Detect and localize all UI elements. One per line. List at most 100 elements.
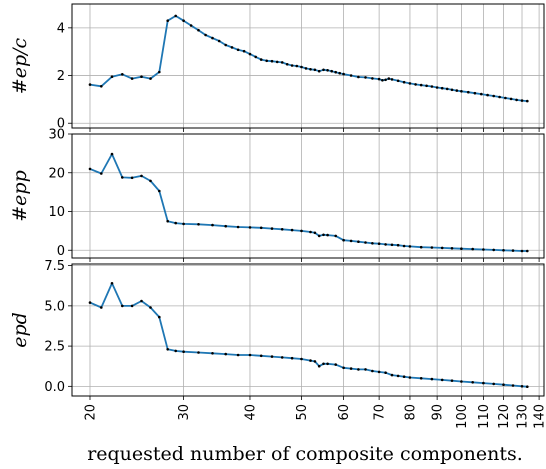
data-point — [414, 83, 417, 86]
data-point — [357, 75, 360, 79]
data-point — [455, 89, 459, 92]
data-point — [349, 74, 353, 77]
data-point — [174, 14, 177, 18]
data-point — [290, 64, 294, 67]
chart-panels: 0 2 4 #ep/c 0 10 20 30 #epp 0.0 2.5 5.0 7.5 epd 20 30 40… — [9, 3, 546, 429]
y-tick-label: 0.0 — [44, 380, 65, 395]
y-tick-label: 0 — [57, 244, 65, 259]
data-point — [140, 299, 143, 303]
data-point — [511, 384, 515, 387]
data-point — [396, 243, 400, 247]
panel-frame — [71, 263, 545, 397]
data-point — [300, 357, 303, 361]
data-point — [357, 240, 360, 243]
data-point — [259, 58, 263, 61]
data-point — [492, 94, 496, 98]
data-point — [204, 33, 207, 37]
data-point — [402, 244, 406, 248]
data-point — [211, 223, 214, 227]
y-tick-label: 30 — [48, 128, 65, 143]
data-point — [482, 248, 485, 251]
data-point — [502, 249, 505, 252]
x-tick-label: 70 — [373, 404, 388, 421]
data-point — [100, 306, 103, 309]
data-point — [486, 93, 489, 97]
data-point — [304, 67, 308, 70]
data-point — [197, 351, 200, 354]
data-point — [166, 19, 169, 23]
data-point — [224, 224, 227, 228]
data-point — [450, 247, 454, 250]
data-point — [526, 249, 529, 253]
data-point — [364, 76, 367, 79]
data-point — [88, 301, 92, 304]
data-point — [450, 379, 454, 383]
data-point — [440, 246, 444, 250]
data-point — [158, 189, 161, 193]
data-point — [460, 247, 463, 250]
data-point — [140, 75, 143, 78]
data-point — [515, 98, 518, 102]
data-point — [460, 90, 463, 93]
data-point — [387, 77, 391, 80]
data-point — [224, 352, 227, 356]
data-point — [338, 71, 342, 75]
data-point — [313, 68, 317, 72]
data-point — [275, 60, 279, 64]
x-tick-label: 120 — [497, 404, 512, 429]
y-tick-label: 10 — [48, 205, 65, 220]
y-tick-label: 0 — [57, 117, 65, 132]
data-point — [285, 63, 289, 66]
data-point — [197, 28, 200, 32]
data-point — [130, 77, 134, 80]
data-point — [290, 228, 294, 232]
x-tick-label: 40 — [243, 404, 258, 421]
data-point — [471, 381, 475, 384]
data-point — [130, 304, 134, 308]
x-tick-label: 130 — [516, 404, 531, 429]
data-point — [217, 39, 221, 43]
y-tick-label: 2.5 — [44, 340, 65, 355]
y-tick-label: 5.0 — [44, 299, 65, 314]
data-point — [110, 152, 114, 156]
data-point — [526, 99, 529, 103]
data-point — [149, 306, 152, 309]
data-point — [390, 78, 394, 81]
data-point — [230, 46, 234, 49]
data-point — [322, 362, 325, 366]
data-point — [440, 378, 444, 382]
data-point — [492, 248, 496, 252]
data-point — [364, 368, 367, 371]
data-point — [254, 55, 257, 59]
data-point — [334, 363, 338, 366]
data-point — [280, 356, 284, 359]
data-point — [88, 167, 92, 171]
data-point — [121, 304, 124, 308]
data-point — [309, 68, 312, 71]
data-point — [334, 70, 338, 74]
panel-frame — [71, 3, 545, 129]
data-point — [236, 225, 240, 229]
data-point — [259, 226, 263, 230]
data-point — [270, 355, 274, 358]
data-point — [511, 249, 515, 252]
data-point — [408, 245, 412, 248]
data-point — [430, 377, 434, 381]
data-point — [502, 383, 505, 387]
data-point — [313, 360, 317, 363]
data-point — [290, 356, 294, 360]
y-axis-label: epd — [9, 312, 31, 348]
data-point — [211, 36, 214, 40]
y-axis-label: #ep/c — [9, 37, 31, 94]
data-point — [526, 385, 529, 389]
data-point — [166, 219, 169, 223]
panel-3: 0.0 2.5 5.0 7.5 epd — [9, 259, 545, 400]
panel-1: 0 2 4 #ep/c — [9, 3, 545, 132]
data-point — [377, 370, 381, 374]
data-point — [270, 227, 274, 230]
data-point — [130, 176, 134, 180]
data-point — [236, 48, 240, 52]
data-point — [248, 52, 252, 56]
data-point — [504, 96, 507, 100]
data-point — [121, 73, 124, 76]
